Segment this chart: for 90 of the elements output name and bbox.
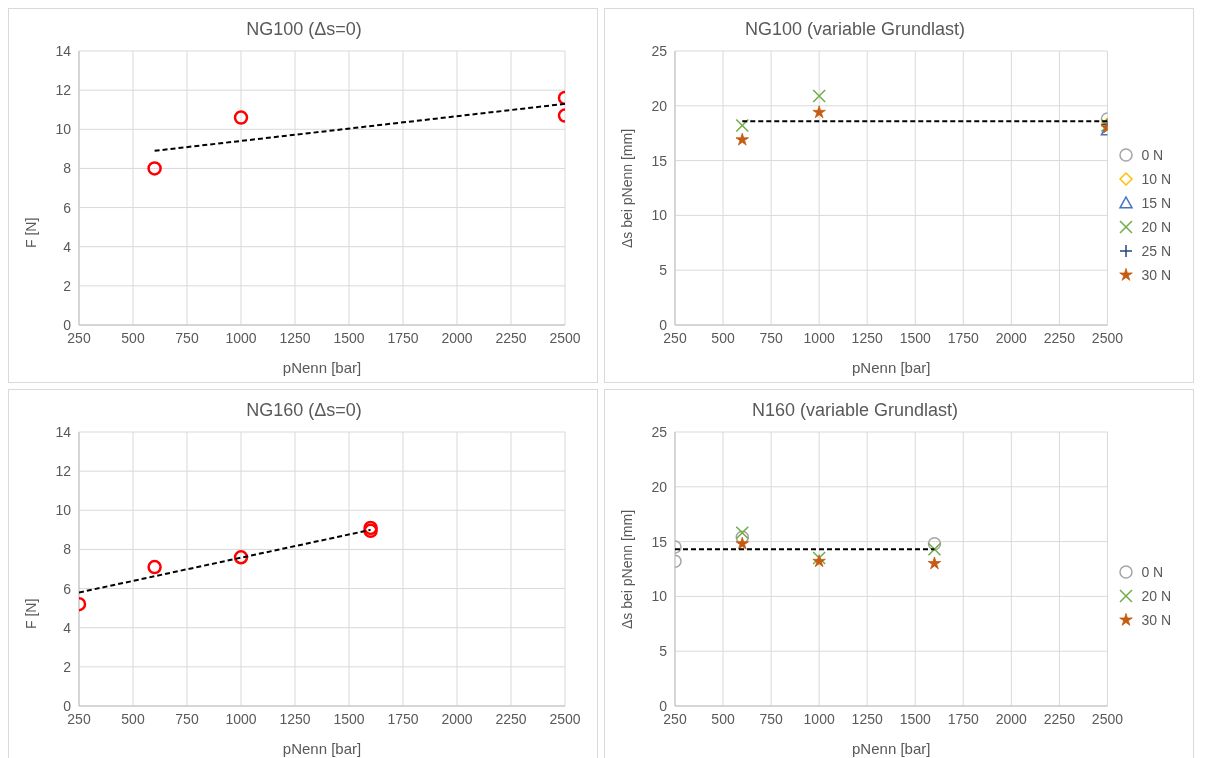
- y-axis-title: Δs bei pNenn [mm]: [618, 128, 635, 248]
- x-tick-label: 1750: [387, 710, 419, 727]
- y-axis-title: F [N]: [22, 217, 39, 248]
- y-tick-label: 10: [651, 588, 668, 605]
- x-tick-label: 1750: [387, 329, 419, 346]
- x-tick-label: 1000: [225, 710, 257, 727]
- legend-label: 25 N: [1141, 243, 1171, 259]
- chart-title: NG100 (variable Grundlast): [744, 19, 966, 39]
- legend-label: 30 N: [1141, 267, 1171, 283]
- x-tick-label: 2000: [995, 329, 1028, 346]
- y-tick-label: 8: [63, 541, 72, 558]
- x-tick-label: 1000: [803, 710, 835, 727]
- x-axis-title: pNenn [bar]: [852, 359, 931, 376]
- point: [735, 536, 749, 550]
- legend-label: 10 N: [1141, 171, 1171, 187]
- y-tick-label: 6: [63, 580, 72, 597]
- x-tick-label: 1500: [333, 329, 365, 346]
- x-tick-label: 2000: [441, 329, 473, 346]
- y-tick-label: 10: [651, 207, 668, 224]
- x-tick-label: 2500: [549, 329, 581, 346]
- point: [927, 542, 942, 557]
- y-tick-label: 10: [55, 502, 72, 519]
- y-tick-label: 4: [63, 238, 72, 255]
- x-tick-label: 2500: [1091, 329, 1124, 346]
- x-tick-label: 2000: [995, 710, 1028, 727]
- x-tick-label: 1750: [947, 329, 980, 346]
- x-tick-label: 750: [759, 710, 783, 727]
- x-axis-title: pNenn [bar]: [852, 740, 931, 757]
- x-tick-label: 1250: [851, 329, 883, 346]
- x-tick-label: 2250: [495, 710, 527, 727]
- y-tick-label: 12: [55, 82, 72, 99]
- y-tick-label: 20: [651, 97, 668, 114]
- y-tick-label: 2: [63, 277, 72, 294]
- x-tick-label: 1750: [947, 710, 980, 727]
- x-tick-label: 500: [711, 329, 735, 346]
- y-tick-label: 2: [63, 658, 72, 675]
- x-tick-label: 2500: [549, 710, 581, 727]
- x-tick-label: 750: [175, 329, 199, 346]
- y-tick-label: 15: [651, 152, 668, 169]
- x-tick-label: 500: [121, 329, 145, 346]
- x-tick-label: 1250: [279, 710, 311, 727]
- x-tick-label: 2000: [441, 710, 473, 727]
- point: [147, 559, 162, 575]
- chart-title: N160 (variable Grundlast): [751, 400, 959, 420]
- y-tick-label: 10: [55, 121, 72, 138]
- x-tick-label: 2500: [1091, 710, 1124, 727]
- y-tick-label: 25: [651, 42, 668, 59]
- x-tick-label: 1500: [333, 710, 365, 727]
- legend-label: 15 N: [1141, 195, 1171, 211]
- y-tick-label: 6: [63, 199, 72, 216]
- chart-title: NG160 (Δs=0): [246, 400, 362, 420]
- x-tick-label: 1500: [899, 329, 932, 346]
- x-tick-label: 2250: [1043, 329, 1076, 346]
- x-tick-label: 1250: [851, 710, 883, 727]
- y-axis-title: Δs bei pNenn [mm]: [618, 509, 635, 629]
- point: [812, 105, 826, 119]
- x-tick-label: 750: [175, 710, 199, 727]
- x-tick-label: 2250: [1043, 710, 1076, 727]
- point: [735, 118, 750, 133]
- legend-label: 20 N: [1141, 588, 1171, 604]
- point: [735, 526, 750, 540]
- legend-label: 0 N: [1141, 147, 1164, 163]
- point: [812, 89, 826, 103]
- legend-label: 30 N: [1141, 612, 1171, 628]
- y-tick-label: 5: [659, 262, 668, 279]
- x-axis-title: pNenn [bar]: [282, 740, 362, 757]
- x-tick-label: 500: [121, 710, 145, 727]
- chart-title: NG100 (Δs=0): [246, 19, 362, 39]
- y-tick-label: 20: [651, 478, 668, 495]
- x-tick-label: 2250: [495, 329, 527, 346]
- y-tick-label: 15: [651, 533, 668, 550]
- y-tick-label: 12: [55, 463, 72, 480]
- y-tick-label: 5: [659, 643, 668, 660]
- x-tick-label: 1000: [225, 329, 257, 346]
- x-tick-label: 750: [759, 329, 783, 346]
- x-tick-label: 1500: [899, 710, 932, 727]
- y-axis-title: F [N]: [22, 598, 39, 629]
- y-tick-label: 8: [63, 160, 72, 177]
- x-tick-label: 1250: [279, 329, 311, 346]
- x-axis-title: pNenn [bar]: [282, 359, 362, 376]
- legend-label: 0 N: [1141, 564, 1164, 580]
- y-tick-label: 14: [55, 42, 72, 59]
- x-tick-label: 500: [711, 710, 735, 727]
- y-tick-label: 25: [651, 423, 668, 440]
- point: [927, 556, 942, 570]
- y-tick-label: 14: [55, 423, 72, 440]
- legend-label: 20 N: [1141, 219, 1171, 235]
- point: [735, 132, 749, 146]
- x-tick-label: 1000: [803, 329, 835, 346]
- y-tick-label: 4: [63, 619, 72, 636]
